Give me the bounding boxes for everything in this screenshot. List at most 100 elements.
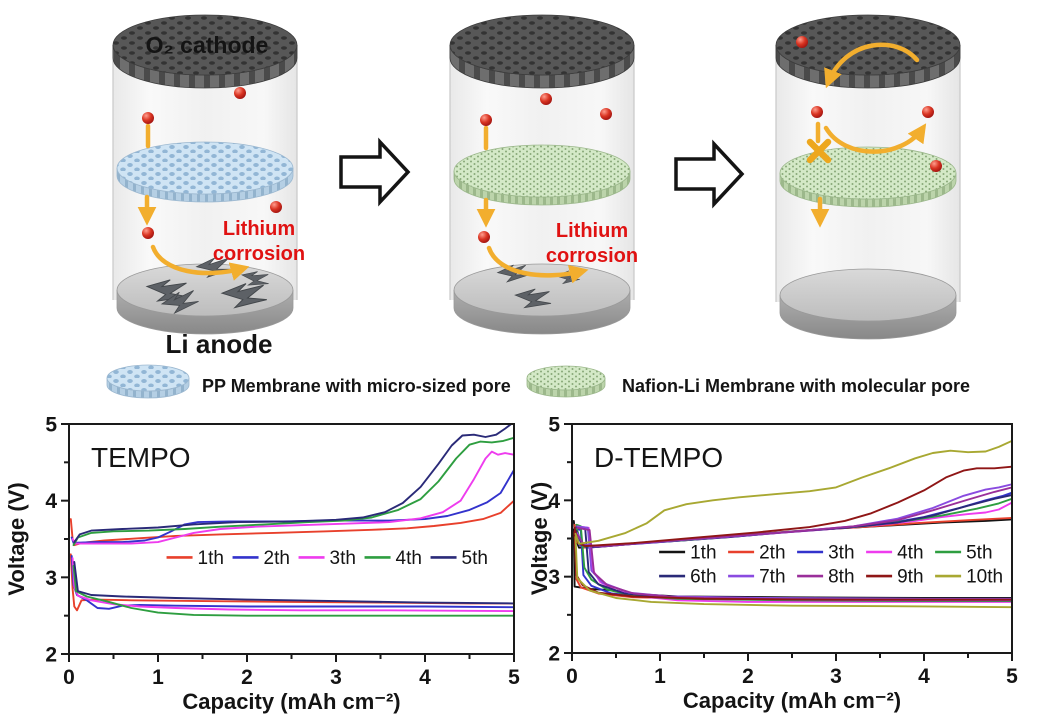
series-10th-charge-curve [574,439,1012,545]
legend-label-7th: 7th [759,567,785,588]
curves-group [572,439,1012,609]
x-tick-label: 3 [330,666,342,689]
membrane-legend-nafion-label: Nafion-Li Membrane with molecular pore [622,376,970,396]
x-tick-label: 1 [654,665,666,688]
series-7th-discharge-curve [576,525,1012,600]
y-tick-label: 4 [548,490,560,513]
curves-group [69,424,514,617]
legend-label-10th: 10th [966,567,1003,588]
series-5th-discharge-curve [575,523,1012,603]
y-tick-label: 3 [548,566,560,589]
x-tick-label: 4 [918,665,930,688]
tempo-molecule-dot [930,160,942,172]
series-3th-discharge-curve [71,557,514,613]
corrosion-label-cell1-line1: Lithium [223,218,295,240]
chart-title: D-TEMPO [594,442,723,473]
y-tick-label: 4 [45,490,57,513]
chart-tempo-plot: 0 1 2 3 4 5 2 3 4 5 TEMPO Capacity (mAh cm⁻²) Voltag… [4,414,520,715]
tempo-molecule-dot [600,108,612,120]
corrosion-label-cell1-line2: corrosion [213,243,305,265]
li-corrosion-flake [160,290,199,315]
tempo-shuttle-arrows [137,123,250,281]
tempo-shuttle-arrows [476,125,589,284]
li-corrosion-flake [220,283,267,309]
x-tick-label: 2 [742,665,754,688]
legend-label-9th: 9th [897,567,923,588]
tempo-molecule-dot [142,112,154,124]
y-axis-label: Voltage (V) [527,482,552,595]
tempo-molecule-dot [796,36,808,48]
chart-legend: 1th 2th 3th 4th 5th 6th 7th 8th 9th 10th [659,543,1003,588]
y-tick-label: 5 [45,414,57,437]
series-3th-charge-curve [574,491,1012,549]
legend-label-3th: 3th [828,543,854,564]
step-arrow-2-icon [674,139,745,209]
li-anode-disk [779,268,957,340]
y-tick-label: 2 [45,644,57,667]
x-tick-label: 3 [830,665,842,688]
cathode-label: O₂ cathode [146,32,269,58]
series-9th-charge-curve [573,465,1012,548]
pp-membrane-disk [116,141,294,203]
series-8th-discharge-curve [576,526,1012,602]
legend-label-1th: 1th [198,548,224,569]
cell-1 [112,14,298,335]
nafion-membrane-disk [779,146,957,208]
x-tick-label: 5 [1006,665,1018,688]
legend-label-8th: 8th [828,567,854,588]
x-tick-label: 1 [152,666,164,689]
tempo-molecule-dot [540,93,552,105]
li-corrosion-flake [145,279,189,302]
x-tick-label: 0 [63,666,75,689]
anode-label: Li anode [166,329,273,359]
x-axis-label: Capacity (mAh cm⁻²) [683,688,901,713]
li-corrosion-flake [514,288,552,309]
o2-cathode-disk [775,14,961,89]
cell-3 [775,14,961,340]
chart-title: TEMPO [91,442,191,473]
legend-label-5th: 5th [966,543,992,564]
charts-row: 0 1 2 3 4 5 2 3 4 5 TEMPO Capacity (mAh cm⁻²) Voltag… [0,405,1046,726]
y-axis-label: Voltage (V) [4,482,29,595]
legend-label-2th: 2th [264,548,290,569]
series-6th-discharge-curve [575,526,1012,601]
tempo-molecule-dot [480,114,492,126]
series-5th-charge-curve [73,424,513,544]
x-axis-label: Capacity (mAh cm⁻²) [182,689,400,714]
chart-dtempo: 0 1 2 3 4 5 2 3 4 5 D-TEMPO Capacity (mAh cm⁻²) Volt… [523,405,1046,726]
legend-label-3th: 3th [330,548,356,569]
chart-tempo: 0 1 2 3 4 5 2 3 4 5 TEMPO Capacity (mAh cm⁻²) Voltag… [0,405,523,726]
series-9th-discharge-curve [573,529,1012,601]
tempo-molecule-dot [234,87,246,99]
axes-group: 0 1 2 3 4 5 2 3 4 5 [548,414,1018,689]
legend-label-2th: 2th [759,543,785,564]
x-tick-label: 4 [419,666,431,689]
corrosion-label-cell2-line1: Lithium [556,220,628,242]
tempo-molecule-dot [142,227,154,239]
tempo-molecule-dot [922,106,934,118]
y-tick-label: 3 [45,567,57,590]
legend-label-4th: 4th [396,548,422,569]
chart-legend: 1th 2th 3th 4th 5th [166,548,488,569]
x-tick-label: 0 [566,665,578,688]
legend-label-6th: 6th [690,567,716,588]
tempo-molecule-dot [811,106,823,118]
o2-cathode-disk [112,14,298,89]
series-1th-discharge-curve [572,528,1012,599]
series-4th-charge-curve [72,436,514,547]
series-5th-discharge-curve [73,561,514,605]
tempo-molecule-dot [478,231,490,243]
tempo-shuttle-arrows [810,42,927,228]
x-tick-label: 2 [241,666,253,689]
legend-label-1th: 1th [690,543,716,564]
nafion-membrane-disk [453,144,631,206]
series-4th-discharge-curve [72,564,514,617]
legend-label-5th: 5th [462,548,488,569]
chart-dtempo-plot: 0 1 2 3 4 5 2 3 4 5 D-TEMPO Capacity (mAh cm⁻²) Volt… [527,414,1018,714]
corrosion-label-cell2-line2: corrosion [546,245,638,267]
step-arrow-1-icon [339,137,411,207]
diagram-artwork [106,14,961,399]
y-tick-label: 2 [548,643,560,666]
li-anode-disk [116,257,294,335]
